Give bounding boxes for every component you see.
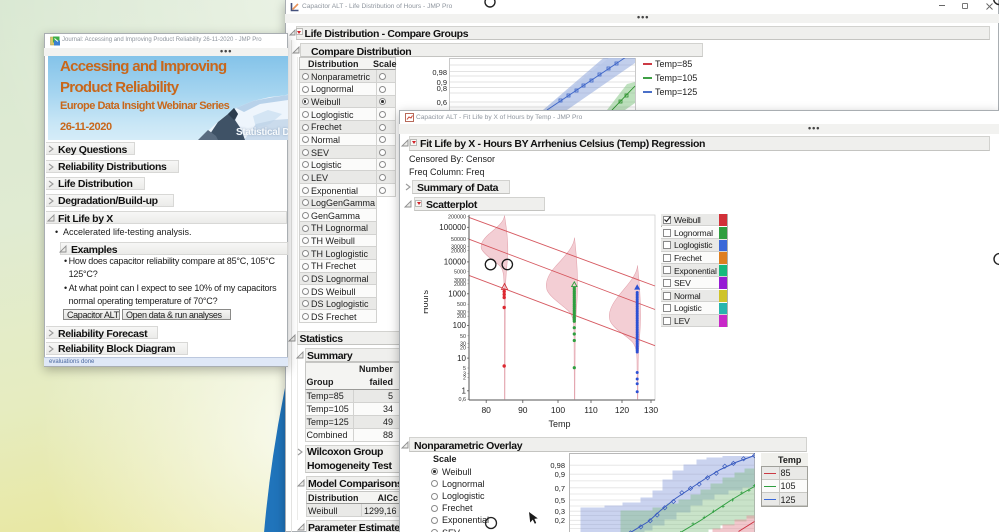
- svg-text:Hours: Hours: [424, 290, 430, 315]
- svg-text:30000: 30000: [451, 245, 466, 251]
- svg-text:50000: 50000: [451, 237, 466, 243]
- svg-text:130: 130: [644, 405, 658, 415]
- svg-text:90: 90: [518, 405, 528, 415]
- svg-text:10: 10: [457, 354, 466, 363]
- svg-text:300: 300: [457, 310, 466, 316]
- svg-text:110: 110: [584, 405, 598, 415]
- svg-text:120: 120: [615, 405, 629, 415]
- svg-text:30: 30: [460, 342, 466, 348]
- svg-text:3: 3: [463, 372, 466, 378]
- svg-text:0,6: 0,6: [459, 397, 467, 403]
- svg-text:20: 20: [460, 345, 466, 351]
- svg-text:1000: 1000: [448, 290, 466, 299]
- svg-text:200: 200: [457, 314, 466, 320]
- svg-text:80: 80: [481, 405, 491, 415]
- svg-text:5: 5: [463, 366, 466, 372]
- svg-text:100: 100: [551, 405, 565, 415]
- svg-text:200000: 200000: [448, 215, 466, 221]
- svg-text:10000: 10000: [444, 258, 467, 267]
- svg-text:1: 1: [462, 387, 467, 396]
- svg-text:2: 2: [463, 376, 466, 382]
- svg-text:5000: 5000: [454, 270, 466, 276]
- svg-text:2000: 2000: [454, 282, 466, 288]
- svg-text:100000: 100000: [439, 223, 466, 232]
- svg-text:50: 50: [460, 334, 466, 340]
- svg-text:Temp: Temp: [548, 419, 570, 429]
- svg-text:20000: 20000: [451, 248, 466, 254]
- svg-text:3000: 3000: [454, 278, 466, 284]
- svg-text:500: 500: [457, 302, 466, 308]
- svg-text:100: 100: [453, 321, 467, 330]
